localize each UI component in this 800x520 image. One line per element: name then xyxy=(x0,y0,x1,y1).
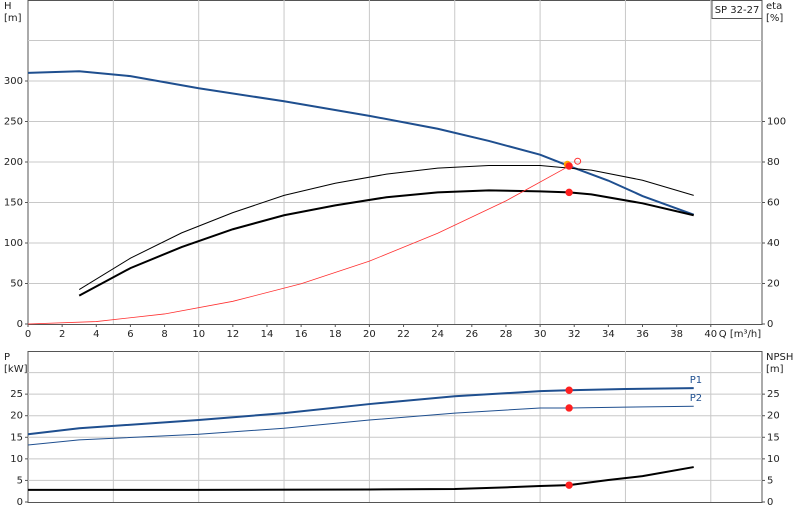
x-tick-label: 26 xyxy=(465,329,478,340)
y-tick-label: 50 xyxy=(10,279,23,290)
y-tick-label: 5 xyxy=(17,475,23,486)
x-tick-label: 6 xyxy=(127,329,133,340)
curve xyxy=(78,189,694,297)
x-tick-label: 4 xyxy=(93,329,99,340)
y-axis-label: H xyxy=(4,1,12,12)
x-tick-label: 8 xyxy=(161,329,167,340)
duty-point xyxy=(565,404,573,412)
x-tick-label: 24 xyxy=(431,329,444,340)
duty-point xyxy=(574,157,582,165)
y2-axis-label: [%] xyxy=(766,13,783,24)
x-tick-label: 40 xyxy=(704,329,717,340)
x-tick-label: 10 xyxy=(192,329,205,340)
title-box xyxy=(711,0,763,19)
curve xyxy=(27,165,570,325)
y-tick-label: 300 xyxy=(4,76,23,87)
y2-tick-label: 60 xyxy=(767,198,780,209)
y2-tick-label: 10 xyxy=(767,454,780,465)
y2-tick-label: 15 xyxy=(767,432,780,443)
curve xyxy=(27,387,694,436)
y-tick-label: 15 xyxy=(10,432,23,443)
curve xyxy=(78,164,694,291)
y2-tick-label: 0 xyxy=(767,319,773,330)
y-tick-label: 25 xyxy=(10,389,23,400)
x-tick-label: 22 xyxy=(397,329,410,340)
y-axis-label: P xyxy=(4,352,10,363)
x-tick-label: 36 xyxy=(636,329,649,340)
plot-frame xyxy=(27,351,763,503)
y2-axis-label: NPSH xyxy=(766,352,793,363)
y2-tick-label: 5 xyxy=(767,475,773,486)
y-tick-label: 150 xyxy=(4,198,23,209)
y-axis-label: [m] xyxy=(4,13,22,24)
x-tick-label: 30 xyxy=(534,329,547,340)
x-tick-label: 38 xyxy=(670,329,683,340)
y2-tick-label: 40 xyxy=(767,238,780,249)
y2-axis-label: eta xyxy=(766,1,782,12)
y-tick-label: 0 xyxy=(17,319,23,330)
x-tick-label: 2 xyxy=(59,329,65,340)
y-tick-label: 10 xyxy=(10,454,23,465)
y2-tick-label: 0 xyxy=(767,497,773,508)
y2-tick-label: 100 xyxy=(767,117,786,128)
x-tick-label: 28 xyxy=(500,329,513,340)
y-tick-label: 0 xyxy=(17,497,23,508)
y2-tick-label: 80 xyxy=(767,157,780,168)
y2-tick-label: 20 xyxy=(767,411,780,422)
duty-point xyxy=(565,188,573,197)
curve xyxy=(27,405,694,446)
y-tick-label: 100 xyxy=(4,238,23,249)
y2-tick-label: 20 xyxy=(767,279,780,290)
curve xyxy=(27,70,695,216)
y-tick-label: 250 xyxy=(4,117,23,128)
x-tick-label: 34 xyxy=(602,329,615,340)
x-axis-label: Q [m³/h] xyxy=(719,329,761,340)
x-tick-label: 0 xyxy=(25,329,31,340)
x-tick-label: 32 xyxy=(568,329,581,340)
y-axis-label: [kW] xyxy=(4,364,28,375)
curve xyxy=(28,466,694,491)
duty-point xyxy=(565,481,573,489)
y-tick-label: 20 xyxy=(10,411,23,422)
x-tick-label: 18 xyxy=(329,329,342,340)
curve-label: P1 xyxy=(690,375,702,386)
x-tick-label: 20 xyxy=(363,329,376,340)
y-tick-label: 200 xyxy=(4,157,23,168)
duty-point xyxy=(565,162,573,170)
y2-axis-label: [m] xyxy=(766,364,784,375)
curve-label: P2 xyxy=(690,393,702,404)
x-tick-label: 14 xyxy=(261,329,274,340)
duty-point xyxy=(565,386,573,394)
chart-title: SP 32-27 xyxy=(715,5,760,16)
y2-tick-label: 25 xyxy=(767,389,780,400)
x-tick-label: 12 xyxy=(226,329,239,340)
x-tick-label: 16 xyxy=(295,329,308,340)
